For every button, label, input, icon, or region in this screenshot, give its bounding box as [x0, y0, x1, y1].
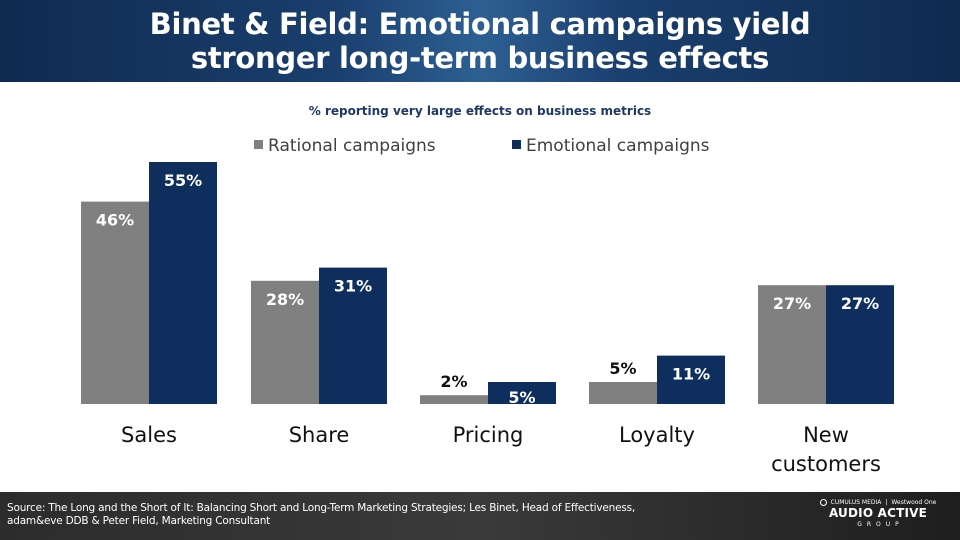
legend-swatch-2 — [512, 140, 521, 149]
cumulus-logo-icon — [819, 499, 827, 506]
data-label-1-2: 28% — [266, 290, 304, 309]
title-line-1: Binet & Field: Emotional campaigns yield — [149, 7, 811, 41]
logo-westwood-text: Westwood One — [891, 499, 937, 506]
bar-chart: % reporting very large effects on busine… — [81, 104, 894, 476]
data-label-1-1: 46% — [96, 211, 134, 230]
bar-1-5 — [758, 285, 826, 404]
bar-2-2 — [319, 267, 387, 404]
bar-2-4 — [657, 355, 725, 404]
source-citation: Source: The Long and the Short of It: Ba… — [7, 502, 636, 527]
category-label-3: Pricing — [453, 423, 524, 447]
category-label-2: Share — [289, 423, 350, 447]
bar-1-2 — [251, 280, 319, 404]
footer-bar: Source: The Long and the Short of It: Ba… — [0, 492, 960, 540]
logo-sub-text: GROUP — [857, 521, 904, 528]
category-label-5-2: customers — [771, 452, 881, 476]
data-label-1-3: 2% — [440, 372, 467, 391]
category-label-5-1: New — [803, 423, 849, 447]
bar-2-5 — [826, 285, 894, 404]
bar-1-3 — [420, 395, 488, 404]
bar-2-1 — [149, 162, 217, 404]
title-line-2: stronger long-term business effects — [190, 41, 770, 75]
data-label-2-2: 31% — [334, 277, 372, 296]
audio-active-group-logo: CUMULUS MEDIA | Westwood One AUDIO ACTIV… — [818, 498, 938, 529]
chart-subtitle: % reporting very large effects on busine… — [309, 104, 651, 118]
legend-label-2: Emotional campaigns — [526, 136, 710, 156]
category-label-4: Loyalty — [619, 423, 695, 447]
data-label-2-1: 55% — [164, 171, 202, 190]
logo-main-text: AUDIO ACTIVE — [828, 506, 928, 520]
page-title: Binet & Field: Emotional campaigns yield… — [150, 7, 811, 75]
legend-label-1: Rational campaigns — [268, 136, 436, 156]
bar-2-3 — [488, 382, 556, 404]
bar-1-4 — [589, 382, 657, 404]
logo-separator: | — [885, 499, 888, 506]
data-label-1-4: 5% — [609, 359, 636, 378]
data-label-2-5: 27% — [841, 294, 879, 313]
logo-cumulus-text: CUMULUS MEDIA — [830, 499, 882, 506]
legend-swatch-1 — [254, 140, 263, 149]
data-label-2-4: 11% — [672, 365, 710, 384]
category-label-1: Sales — [121, 423, 177, 447]
bar-1-1 — [81, 201, 149, 404]
data-label-1-5: 27% — [773, 294, 811, 313]
logo-top-row: CUMULUS MEDIA | Westwood One — [818, 498, 938, 507]
title-banner: Binet & Field: Emotional campaigns yield… — [0, 0, 960, 82]
data-label-2-3: 5% — [508, 388, 535, 407]
